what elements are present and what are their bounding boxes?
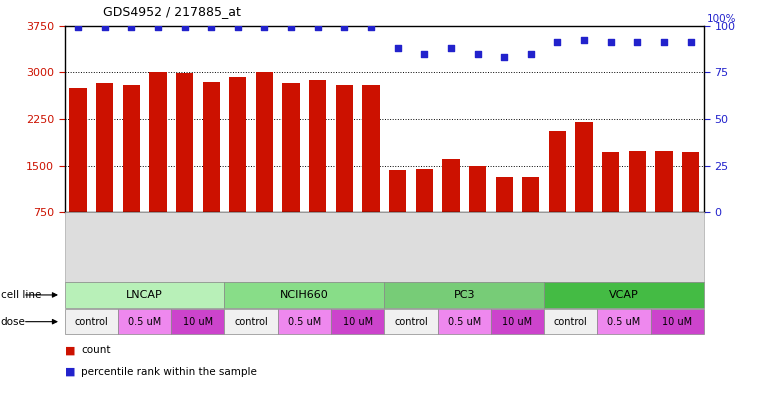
Bar bbox=[202, 82, 220, 259]
Bar bbox=[149, 72, 167, 259]
Point bbox=[178, 24, 190, 31]
Bar bbox=[495, 177, 513, 259]
Text: control: control bbox=[75, 317, 108, 327]
Text: PC3: PC3 bbox=[454, 290, 475, 300]
Bar bbox=[469, 166, 486, 259]
Text: 100%: 100% bbox=[707, 14, 737, 24]
Point bbox=[444, 45, 457, 51]
Bar bbox=[549, 131, 566, 259]
Bar bbox=[362, 85, 380, 259]
Point bbox=[604, 39, 616, 46]
Bar bbox=[602, 152, 619, 259]
Point bbox=[551, 39, 563, 46]
Bar bbox=[256, 72, 273, 259]
Point bbox=[72, 24, 84, 31]
Point bbox=[419, 50, 431, 57]
Point bbox=[578, 37, 590, 44]
Point bbox=[365, 24, 377, 31]
Text: control: control bbox=[554, 317, 587, 327]
Text: dose: dose bbox=[1, 317, 26, 327]
Point bbox=[231, 24, 244, 31]
Bar bbox=[629, 151, 646, 259]
Point bbox=[338, 24, 350, 31]
Bar bbox=[282, 83, 300, 259]
Text: control: control bbox=[234, 317, 268, 327]
Point bbox=[125, 24, 137, 31]
Text: VCAP: VCAP bbox=[609, 290, 639, 300]
Text: GDS4952 / 217885_at: GDS4952 / 217885_at bbox=[103, 5, 240, 18]
Bar bbox=[96, 83, 113, 259]
Point bbox=[151, 24, 164, 31]
Text: 0.5 uM: 0.5 uM bbox=[447, 317, 481, 327]
Bar bbox=[682, 152, 699, 259]
Bar bbox=[229, 77, 247, 259]
Bar bbox=[655, 151, 673, 259]
Point bbox=[258, 24, 271, 31]
Point bbox=[498, 54, 510, 61]
Point bbox=[285, 24, 297, 31]
Text: ■: ■ bbox=[65, 345, 75, 355]
Bar bbox=[123, 84, 140, 259]
Bar bbox=[336, 85, 353, 259]
Point bbox=[205, 24, 218, 31]
Text: LNCAP: LNCAP bbox=[126, 290, 163, 300]
Bar bbox=[575, 122, 593, 259]
Text: ■: ■ bbox=[65, 367, 75, 377]
Text: count: count bbox=[81, 345, 111, 355]
Point bbox=[391, 45, 403, 51]
Text: control: control bbox=[394, 317, 428, 327]
Text: percentile rank within the sample: percentile rank within the sample bbox=[81, 367, 257, 377]
Point bbox=[631, 39, 643, 46]
Bar bbox=[442, 159, 460, 259]
Point bbox=[471, 50, 484, 57]
Point bbox=[658, 39, 670, 46]
Point bbox=[312, 24, 324, 31]
Bar bbox=[176, 73, 193, 259]
Point bbox=[98, 24, 111, 31]
Text: 0.5 uM: 0.5 uM bbox=[128, 317, 161, 327]
Point bbox=[684, 39, 696, 46]
Bar bbox=[522, 177, 540, 259]
Text: 10 uM: 10 uM bbox=[502, 317, 533, 327]
Text: NCIH660: NCIH660 bbox=[280, 290, 329, 300]
Point bbox=[524, 50, 537, 57]
Bar bbox=[389, 170, 406, 259]
Text: 0.5 uM: 0.5 uM bbox=[288, 317, 321, 327]
Text: 10 uM: 10 uM bbox=[662, 317, 693, 327]
Bar bbox=[69, 88, 87, 259]
Text: cell line: cell line bbox=[1, 290, 41, 300]
Text: 10 uM: 10 uM bbox=[342, 317, 373, 327]
Bar bbox=[416, 169, 433, 259]
Text: 10 uM: 10 uM bbox=[183, 317, 213, 327]
Text: 0.5 uM: 0.5 uM bbox=[607, 317, 641, 327]
Bar bbox=[309, 80, 326, 259]
